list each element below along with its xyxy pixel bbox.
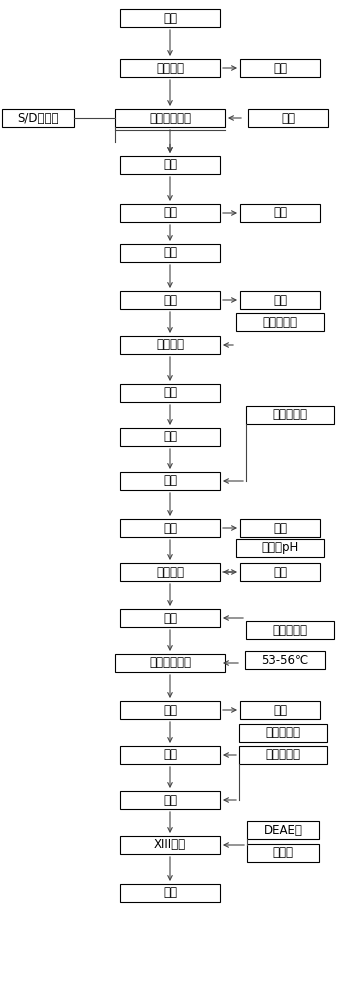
Text: 沉淀: 沉淀	[163, 748, 177, 762]
Bar	[115, 654, 225, 672]
Bar	[239, 724, 327, 742]
Bar	[120, 746, 220, 764]
Bar	[248, 109, 328, 127]
Text: 灭活: 灭活	[163, 158, 177, 172]
Text: 离心: 离心	[163, 207, 177, 220]
Bar	[236, 313, 324, 331]
Text: 离心: 离心	[163, 704, 177, 716]
Text: 血球: 血球	[273, 62, 287, 75]
Bar	[120, 59, 220, 77]
Bar	[120, 384, 220, 402]
Text: 沉淀: 沉淀	[273, 207, 287, 220]
Bar	[120, 9, 220, 27]
Bar	[120, 472, 220, 490]
Bar	[240, 519, 320, 537]
Text: XIII溶液: XIII溶液	[154, 838, 186, 852]
Bar	[247, 844, 319, 862]
Bar	[236, 539, 324, 557]
Text: 二次溶解剂: 二次溶解剂	[273, 624, 307, 637]
Text: 上清抗凝血浆: 上清抗凝血浆	[149, 111, 191, 124]
Bar	[246, 621, 334, 639]
Text: 离心分离: 离心分离	[156, 62, 184, 75]
Text: 离心: 离心	[163, 294, 177, 306]
Bar	[247, 821, 319, 839]
Bar	[240, 59, 320, 77]
Text: 助剂: 助剂	[281, 111, 295, 124]
Text: 清液: 清液	[273, 566, 287, 578]
Bar	[240, 563, 320, 581]
Bar	[120, 519, 220, 537]
Text: 沉淀: 沉淀	[273, 522, 287, 534]
Bar	[120, 791, 220, 809]
Text: 清液: 清液	[163, 794, 177, 806]
Bar	[2, 109, 74, 127]
Text: 饱和硫酸铵: 饱和硫酸铵	[262, 316, 298, 328]
Bar	[245, 651, 325, 669]
Text: S/D灭活剂: S/D灭活剂	[17, 111, 59, 124]
Text: 沉淀: 沉淀	[273, 294, 287, 306]
Bar	[120, 428, 220, 446]
Bar	[120, 563, 220, 581]
Bar	[120, 156, 220, 174]
Text: 降温: 降温	[163, 246, 177, 259]
Text: 冻干: 冻干	[163, 886, 177, 900]
Text: 一次溶解剂: 一次溶解剂	[273, 408, 307, 422]
Bar	[120, 836, 220, 854]
Bar	[240, 291, 320, 309]
Text: 血液: 血液	[163, 11, 177, 24]
Text: 沉淀: 沉淀	[163, 611, 177, 624]
Text: 二次溶解清液: 二次溶解清液	[149, 656, 191, 670]
Text: 离心: 离心	[163, 430, 177, 444]
Text: 保护剂: 保护剂	[273, 846, 294, 859]
Bar	[120, 884, 220, 902]
Bar	[246, 406, 334, 424]
Bar	[120, 204, 220, 222]
Bar	[115, 109, 225, 127]
Bar	[120, 291, 220, 309]
Text: DEAE柱: DEAE柱	[263, 824, 302, 836]
Bar	[120, 701, 220, 719]
Text: 离心: 离心	[163, 522, 177, 534]
Bar	[240, 204, 320, 222]
Bar	[120, 336, 220, 354]
Text: 乙酸调pH: 乙酸调pH	[261, 542, 299, 554]
Text: 沉淀: 沉淀	[273, 704, 287, 716]
Bar	[240, 701, 320, 719]
Bar	[120, 609, 220, 627]
Text: 二次沉降: 二次沉降	[156, 566, 184, 578]
Bar	[239, 746, 327, 764]
Text: 沉淀: 沉淀	[163, 475, 177, 488]
Text: 53-56℃: 53-56℃	[261, 654, 308, 666]
Text: 三次溶解剂: 三次溶解剂	[265, 748, 300, 762]
Bar	[120, 244, 220, 262]
Text: 一次沉降: 一次沉降	[156, 338, 184, 352]
Text: 固体硫酸铵: 固体硫酸铵	[265, 726, 300, 740]
Text: 沉淀: 沉淀	[163, 386, 177, 399]
